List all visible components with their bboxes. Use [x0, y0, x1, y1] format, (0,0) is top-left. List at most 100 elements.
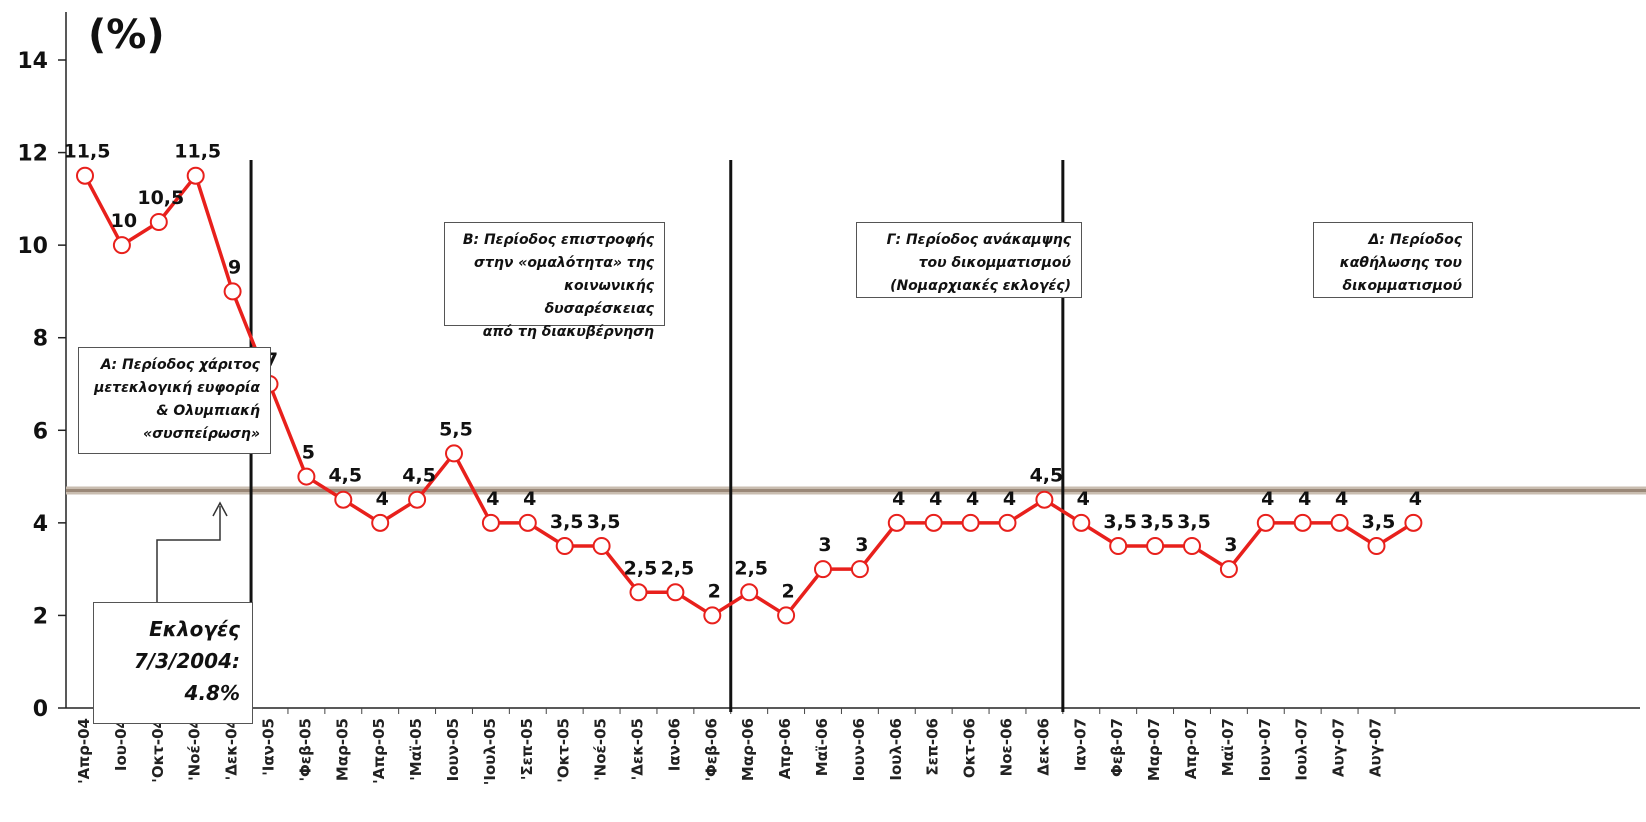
data-label: 4: [1077, 488, 1090, 510]
annotation-line: Α: Περίοδος χάριτος: [100, 357, 260, 373]
data-label: 3: [855, 534, 868, 556]
data-point: [555, 537, 574, 555]
data-label: 4: [966, 488, 979, 510]
data-point: [297, 467, 316, 486]
data-label: 4,5: [328, 465, 362, 487]
annotation-line: Εκλογές: [149, 617, 240, 641]
data-label: 5,5: [439, 418, 473, 440]
y-tick-label: 14: [17, 49, 48, 74]
data-point: [445, 444, 463, 463]
y-tick-label: 4: [33, 512, 48, 537]
annotation-period-d: Δ: Περίοδος καθήλωσης του δικομματισμού: [1313, 222, 1473, 298]
data-label: 4: [892, 488, 905, 510]
x-tick-label: Ιου-04: [112, 718, 130, 771]
x-tick-label: 'Οκτ-05: [555, 718, 573, 783]
x-tick-label: Αυγ-07: [1330, 718, 1348, 777]
data-point: [1367, 537, 1386, 555]
data-label: 3,5: [1140, 511, 1174, 533]
x-tick-label: Ιουλ-07: [1293, 718, 1311, 781]
data-point: [408, 490, 427, 509]
data-label: 10,5: [137, 187, 184, 209]
annotation-line: καθήλωσης του: [1339, 255, 1462, 271]
x-tick-label: Απρ-06: [776, 718, 794, 779]
data-point: [1330, 513, 1349, 532]
data-point: [1293, 513, 1312, 532]
unit-label: (%): [88, 12, 165, 58]
data-label: 9: [228, 256, 241, 278]
x-tick-label: Ιουλ-06: [887, 718, 905, 781]
data-point: [223, 282, 242, 301]
data-label: 4: [1298, 488, 1311, 510]
y-tick-label: 2: [33, 604, 48, 629]
annotation-line: του δικομματισμού: [918, 255, 1071, 271]
y-tick-label: 6: [33, 419, 48, 444]
x-tick-label: Μαϊ-07: [1219, 718, 1237, 776]
annotation-line: & Ολυμπιακή: [156, 403, 260, 419]
x-tick-label: Απρ-07: [1182, 718, 1200, 779]
x-tick-label: Οκτ-06: [961, 718, 979, 778]
data-point: [1146, 537, 1165, 555]
data-point: [76, 166, 94, 185]
elections-arrowhead: [212, 501, 228, 517]
data-label: 4: [376, 488, 389, 510]
x-tick-label: Ιουν-06: [850, 718, 868, 781]
x-tick-label: Ιαν-07: [1071, 718, 1089, 771]
data-label: 4: [1261, 488, 1274, 510]
data-point: [481, 513, 500, 532]
data-point: [1072, 513, 1091, 532]
annotation-line: δικομματισμού: [1342, 278, 1462, 294]
data-point: [1219, 560, 1238, 579]
axes: 0 2 4 6 8 10 12 14: [17, 12, 1640, 722]
data-label: 3: [1224, 534, 1237, 556]
x-tick-label: Μαρ-06: [739, 718, 757, 781]
data-label: 4: [523, 488, 536, 510]
x-tick-label: 'Σεπ-05: [518, 718, 536, 780]
data-label: 3,5: [550, 511, 584, 533]
data-point: [998, 513, 1017, 532]
x-tick-label: 'Ιαν-05: [260, 718, 278, 776]
annotation-line: κοινωνικής δυσαρέσκειας: [544, 278, 654, 317]
data-point: [924, 513, 943, 532]
annotation-line: μετεκλογική ευφορία: [94, 380, 260, 396]
data-point: [961, 513, 980, 532]
data-label: 11,5: [174, 141, 221, 163]
data-point: [1256, 513, 1275, 532]
data-label: 4,5: [1030, 465, 1064, 487]
data-label: 4: [1003, 488, 1016, 510]
annotation-line: Β: Περίοδος επιστροφής: [462, 232, 654, 248]
data-label: 3,5: [1362, 511, 1396, 533]
data-point: [887, 513, 906, 532]
data-point: [112, 236, 131, 255]
data-point: [334, 490, 353, 509]
data-label: 4: [486, 488, 499, 510]
annotation-line: από τη διακυβέρνηση: [482, 324, 654, 340]
y-tick-label: 10: [17, 234, 48, 259]
data-point: [814, 560, 832, 579]
data-point: [1035, 490, 1054, 509]
x-tick-label: Νοε-06: [998, 718, 1016, 776]
data-point: [629, 583, 648, 602]
x-tick-label: Σεπ-06: [924, 718, 942, 776]
x-tick-label: 'Δεκ-04: [223, 718, 241, 780]
data-label: 3: [818, 534, 831, 556]
data-label: 2: [781, 580, 794, 602]
annotation-line: (Νομαρχιακές εκλογές): [890, 278, 1071, 294]
data-point: [666, 583, 685, 602]
data-label: 10: [111, 210, 137, 232]
x-tick-label: 'Φεβ-06: [702, 718, 720, 782]
x-tick-label: 'Μαϊ-05: [407, 718, 425, 781]
x-tick-label: 'Δεκ-05: [629, 718, 647, 780]
y-tick-label: 8: [33, 327, 48, 352]
annotation-line: Δ: Περίοδος: [1368, 232, 1462, 248]
data-label: 11,5: [64, 141, 111, 163]
data-label: 3,5: [1177, 511, 1211, 533]
data-label: 4: [1409, 488, 1422, 510]
annotation-line: Γ: Περίοδος ανάκαμψης: [886, 232, 1071, 248]
x-tick-label: 'Οκτ-04: [149, 718, 167, 783]
data-point: [777, 606, 796, 625]
data-point: [703, 606, 722, 625]
annotation-period-a: Α: Περίοδος χάριτος μετεκλογική ευφορία …: [78, 347, 271, 454]
data-label: 4: [929, 488, 942, 510]
